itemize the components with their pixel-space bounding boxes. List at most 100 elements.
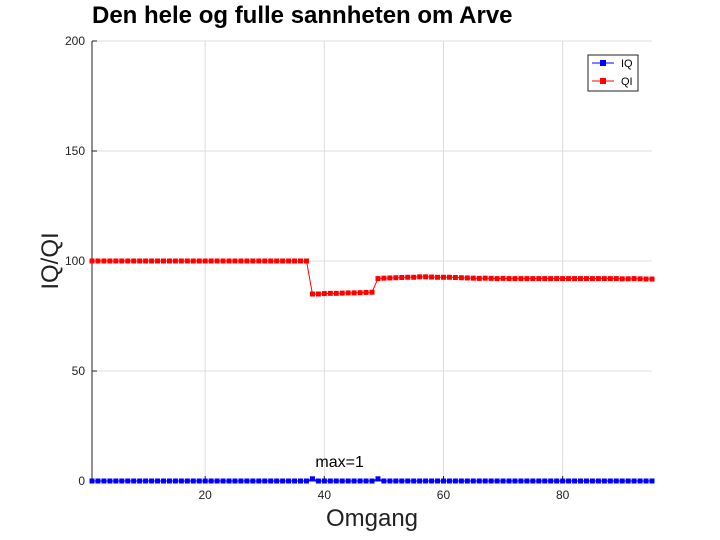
legend-label-iq: IQ: [621, 58, 633, 70]
data-point-qi: [619, 276, 625, 282]
data-point-qi: [268, 258, 274, 264]
legend-label-qi: QI: [621, 76, 633, 88]
data-point-qi: [321, 291, 327, 297]
data-point-iq: [518, 478, 524, 484]
data-point-iq: [274, 478, 280, 484]
data-point-iq: [226, 478, 232, 484]
data-point-qi: [280, 258, 286, 264]
series-qi: [89, 258, 655, 297]
data-point-iq: [500, 478, 506, 484]
data-point-qi: [208, 258, 214, 264]
data-point-qi: [351, 290, 357, 296]
legend: IQ QI: [587, 54, 639, 92]
data-point-qi: [494, 276, 500, 282]
grid: [92, 40, 652, 482]
data-point-qi: [607, 276, 613, 282]
data-point-iq: [286, 478, 292, 484]
data-point-qi: [560, 276, 566, 282]
data-point-qi: [178, 258, 184, 264]
data-point-iq: [113, 478, 119, 484]
data-point-qi: [625, 276, 631, 282]
data-point-qi: [482, 275, 488, 281]
data-point-qi: [131, 258, 137, 264]
data-point-qi: [613, 276, 619, 282]
data-point-qi: [363, 289, 369, 295]
chart-title: Den hele og fulle sannheten om Arve: [92, 2, 513, 29]
data-point-iq: [143, 478, 149, 484]
data-point-iq: [649, 478, 655, 484]
data-point-qi: [238, 258, 244, 264]
data-point-qi: [446, 274, 452, 280]
data-point-iq: [494, 478, 500, 484]
data-point-iq: [387, 478, 393, 484]
max-annotation: max=1: [315, 454, 364, 471]
data-point-qi: [196, 258, 202, 264]
data-point-iq: [554, 478, 560, 484]
x-tick-label: 80: [556, 488, 570, 502]
data-point-qi: [232, 258, 238, 264]
data-point-qi: [309, 291, 315, 297]
y-tick-label: 200: [65, 34, 85, 48]
data-point-qi: [649, 276, 655, 282]
data-point-qi: [160, 258, 166, 264]
data-point-qi: [631, 276, 637, 282]
data-point-iq: [470, 478, 476, 484]
data-point-iq: [303, 478, 309, 484]
data-point-qi: [339, 290, 345, 296]
data-point-iq: [572, 478, 578, 484]
data-point-iq: [607, 478, 613, 484]
data-point-iq: [196, 478, 202, 484]
data-point-iq: [601, 478, 607, 484]
data-point-qi: [601, 276, 607, 282]
data-point-iq: [298, 478, 304, 484]
data-point-qi: [387, 275, 393, 281]
data-point-iq: [393, 478, 399, 484]
data-point-qi: [95, 258, 101, 264]
legend-marker-qi: [600, 78, 606, 84]
data-point-qi: [524, 276, 530, 282]
data-point-qi: [399, 275, 405, 280]
data-point-qi: [572, 276, 578, 282]
data-point-iq: [101, 478, 107, 484]
data-point-iq: [315, 478, 321, 484]
data-point-iq: [399, 478, 405, 484]
data-point-qi: [470, 275, 476, 281]
data-point-iq: [125, 478, 131, 484]
data-point-qi: [435, 274, 441, 280]
data-point-iq: [536, 478, 542, 484]
data-point-qi: [411, 274, 417, 280]
data-point-qi: [107, 258, 113, 264]
data-point-qi: [256, 258, 262, 264]
data-point-qi: [578, 276, 584, 282]
data-point-qi: [542, 276, 548, 282]
data-point-qi: [220, 258, 226, 264]
data-point-qi: [405, 274, 411, 280]
legend-marker-iq: [600, 60, 606, 66]
data-point-iq: [542, 478, 548, 484]
data-point-qi: [327, 290, 333, 296]
data-point-iq: [548, 478, 554, 484]
data-point-qi: [423, 274, 429, 280]
data-point-iq: [476, 478, 482, 484]
series-layer: [89, 258, 655, 484]
data-point-iq: [292, 478, 298, 484]
data-point-iq: [637, 478, 643, 484]
data-point-qi: [536, 276, 542, 282]
data-point-iq: [190, 478, 196, 484]
data-point-iq: [321, 478, 327, 484]
data-point-iq: [178, 478, 184, 484]
data-point-iq: [232, 478, 238, 484]
data-point-qi: [143, 258, 149, 264]
data-point-qi: [458, 275, 464, 281]
data-point-iq: [208, 478, 214, 484]
data-point-iq: [351, 478, 357, 484]
data-point-qi: [184, 258, 190, 264]
data-point-qi: [172, 258, 178, 264]
data-point-iq: [423, 478, 429, 484]
data-point-iq: [202, 478, 208, 484]
data-point-iq: [524, 478, 530, 484]
data-point-iq: [435, 478, 441, 484]
data-point-qi: [393, 275, 399, 281]
data-point-qi: [554, 276, 560, 282]
data-point-iq: [160, 478, 166, 484]
